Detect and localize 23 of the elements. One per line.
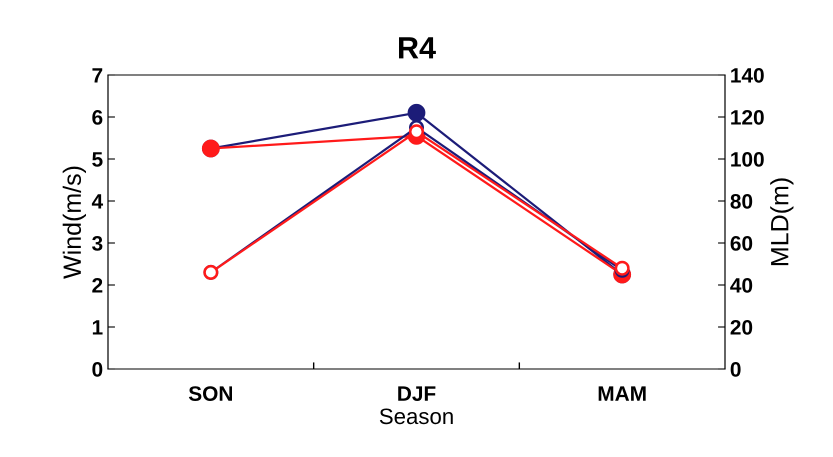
- y-tick-label: 2: [92, 278, 102, 293]
- y-tick-label: 6: [92, 110, 102, 125]
- y2-tick-label: 40: [730, 278, 752, 293]
- y2-tick-label: 80: [730, 194, 752, 209]
- y2-tick-label: 60: [730, 236, 752, 251]
- y-tick-label: 5: [92, 152, 103, 167]
- y2-tick-label: 140: [731, 68, 764, 83]
- y2-axis-title: MLD(m): [770, 178, 794, 266]
- y-tick-label: 1: [92, 320, 103, 335]
- x-tick-label: DJF: [398, 386, 436, 401]
- y2-tick-label: 0: [730, 362, 741, 377]
- y-tick-label: 7: [92, 68, 102, 83]
- y2-tick-label: 120: [731, 110, 764, 125]
- chart-title: R4: [399, 37, 436, 58]
- y-tick-label: 4: [92, 194, 104, 209]
- y2-tick-label: 20: [730, 320, 752, 335]
- x-axis-title: Season: [380, 408, 453, 424]
- y-tick-label: 3: [92, 236, 102, 251]
- x-tick-label: SON: [188, 386, 232, 401]
- y-axis-title: Wind(m/s): [62, 166, 86, 279]
- x-tick-label: MAM: [598, 386, 646, 401]
- y-tick-label: 0: [92, 362, 102, 377]
- y2-tick-label: 100: [731, 152, 764, 167]
